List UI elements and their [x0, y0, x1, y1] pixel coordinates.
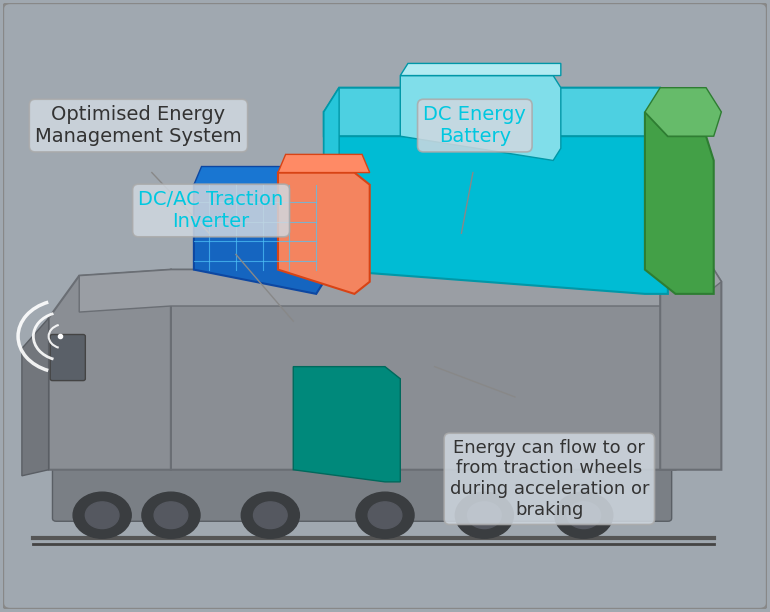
Circle shape [368, 502, 402, 529]
Polygon shape [400, 64, 561, 75]
Circle shape [73, 492, 131, 539]
Polygon shape [293, 367, 400, 482]
FancyBboxPatch shape [50, 335, 85, 381]
Polygon shape [171, 270, 675, 470]
Polygon shape [660, 258, 721, 470]
Polygon shape [675, 258, 721, 294]
Polygon shape [278, 173, 370, 294]
Circle shape [241, 492, 300, 539]
Text: Energy can flow to or
from traction wheels
during acceleration or
braking: Energy can flow to or from traction whee… [450, 439, 649, 519]
Text: Optimised Energy
Management System: Optimised Energy Management System [35, 105, 242, 146]
Circle shape [567, 502, 601, 529]
Polygon shape [278, 154, 370, 173]
Polygon shape [324, 88, 668, 136]
Text: DC/AC Traction
Inverter: DC/AC Traction Inverter [139, 190, 283, 231]
FancyBboxPatch shape [52, 467, 671, 521]
Polygon shape [400, 75, 561, 160]
Circle shape [455, 492, 514, 539]
Text: DC Energy
Battery: DC Energy Battery [424, 105, 526, 146]
Polygon shape [194, 185, 324, 294]
Circle shape [85, 502, 119, 529]
Circle shape [142, 492, 200, 539]
Circle shape [554, 492, 613, 539]
Polygon shape [49, 270, 171, 470]
Circle shape [253, 502, 287, 529]
Circle shape [154, 502, 188, 529]
Circle shape [356, 492, 414, 539]
Polygon shape [79, 270, 675, 312]
Circle shape [467, 502, 501, 529]
Polygon shape [324, 88, 339, 270]
Polygon shape [324, 112, 668, 294]
Polygon shape [194, 166, 324, 185]
Polygon shape [645, 112, 714, 294]
Polygon shape [645, 88, 721, 136]
Polygon shape [22, 318, 49, 476]
